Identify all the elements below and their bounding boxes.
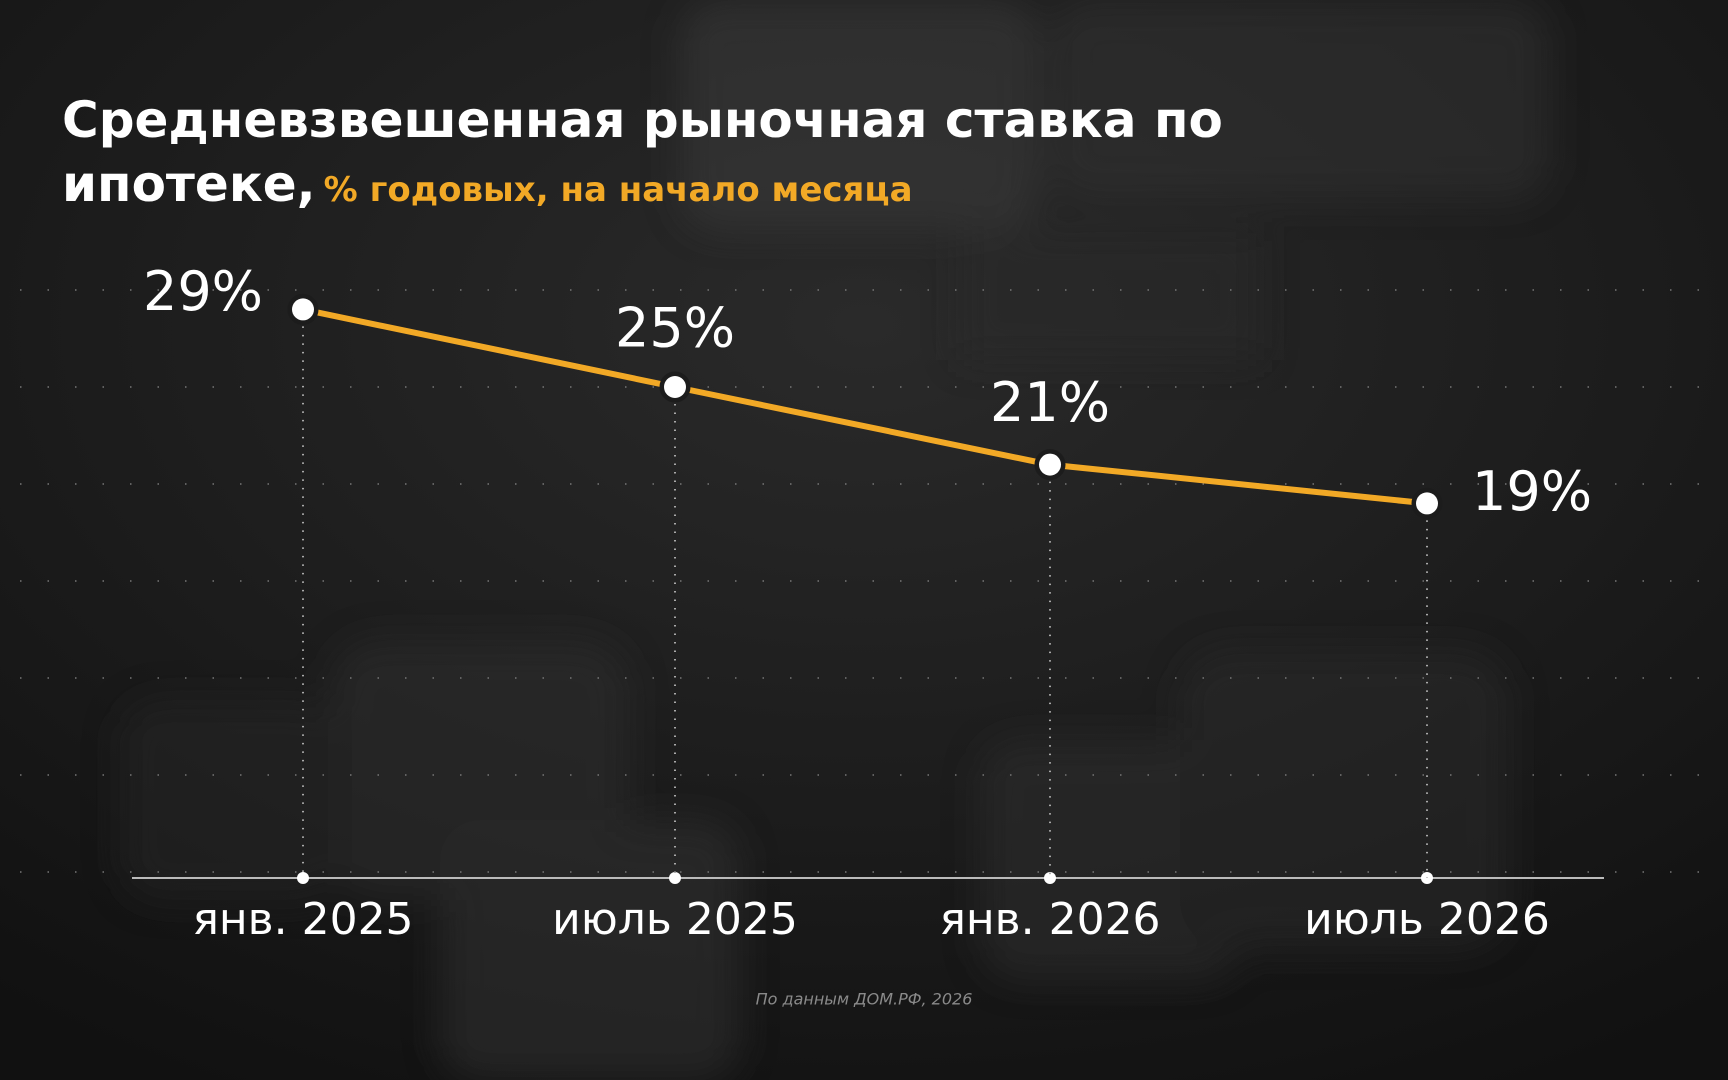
data-label: 29%: [143, 260, 263, 323]
x-tick-label: янв. 2026: [939, 894, 1160, 945]
x-tick-dot: [669, 872, 681, 884]
data-label: 21%: [990, 371, 1110, 434]
line: [302, 306, 1428, 507]
title-block: Средневзвешенная рыночная ставка по ипот…: [62, 88, 1302, 222]
point: [287, 293, 319, 325]
x-tick-label: июль 2025: [552, 894, 798, 945]
point: [1034, 449, 1066, 481]
chart-subtitle: % годовых, на начало месяца: [323, 170, 913, 210]
source-note: По данным ДОМ.РФ, 2026: [756, 990, 973, 1009]
data-label: 19%: [1472, 460, 1592, 523]
point: [1411, 487, 1443, 519]
x-tick-dot: [297, 872, 309, 884]
point: [659, 371, 691, 403]
data-label: 25%: [615, 297, 735, 360]
chart-title: Средневзвешенная рыночная ставка по ипот…: [62, 91, 1223, 213]
x-tick-label: янв. 2025: [192, 894, 413, 945]
x-tick-label: июль 2026: [1304, 894, 1550, 945]
x-tick-dot: [1044, 872, 1056, 884]
